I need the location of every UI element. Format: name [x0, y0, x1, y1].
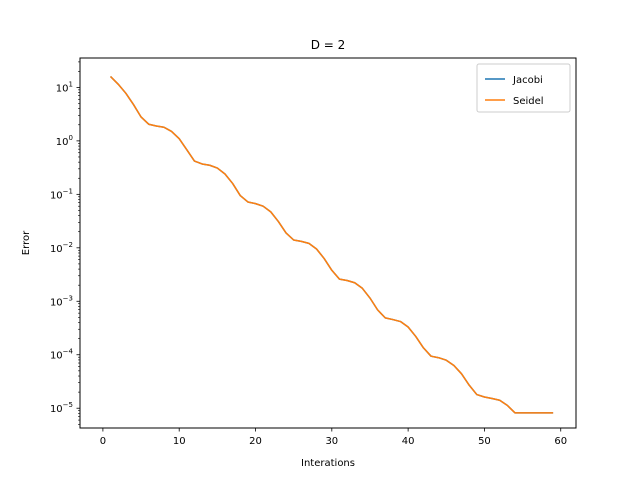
legend: Jacobi Seidel: [476, 63, 571, 113]
y-axis-label: Error: [21, 230, 32, 255]
y-tick-label: 10−1: [50, 187, 73, 201]
y-axis: 101 100 10−1 10−2 10−3 10−4 10−5: [50, 61, 80, 425]
legend-label-jacobi: Jacobi: [512, 75, 543, 86]
y-tick-label: 10−4: [50, 348, 74, 362]
y-tick-label: 100: [56, 134, 73, 148]
x-tick-label: 40: [402, 436, 415, 447]
axes-frame: [79, 57, 577, 429]
legend-label-seidel: Seidel: [513, 96, 544, 107]
x-tick-label: 20: [249, 436, 262, 447]
x-tick-label: 30: [325, 436, 338, 447]
y-tick-label: 10−2: [50, 241, 73, 255]
x-tick-label: 50: [478, 436, 491, 447]
chart-title: D = 2: [311, 38, 346, 52]
x-tick-label: 10: [173, 436, 186, 447]
y-tick-label: 10−5: [50, 401, 73, 415]
y-tick-label: 101: [56, 80, 73, 94]
x-tick-label: 0: [100, 436, 106, 447]
y-tick-label: 10−3: [50, 294, 73, 308]
x-axis: 0 10 20 30 40 50 60: [100, 428, 567, 447]
x-tick-label: 60: [554, 436, 567, 447]
plot-area: [109, 75, 554, 414]
series-line-seidel: [109, 75, 554, 414]
x-axis-label: Interations: [301, 458, 355, 469]
